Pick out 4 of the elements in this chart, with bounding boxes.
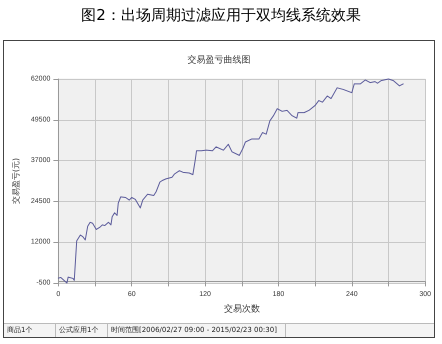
- x-axis-title: 交易次数: [224, 304, 260, 314]
- chart-subtitle: 交易盈亏曲线图: [188, 54, 250, 66]
- chart-title: 图2：出场周期过滤应用于双均线系统效果: [80, 5, 362, 26]
- y-axis-title: 交易盈亏(元): [12, 158, 20, 204]
